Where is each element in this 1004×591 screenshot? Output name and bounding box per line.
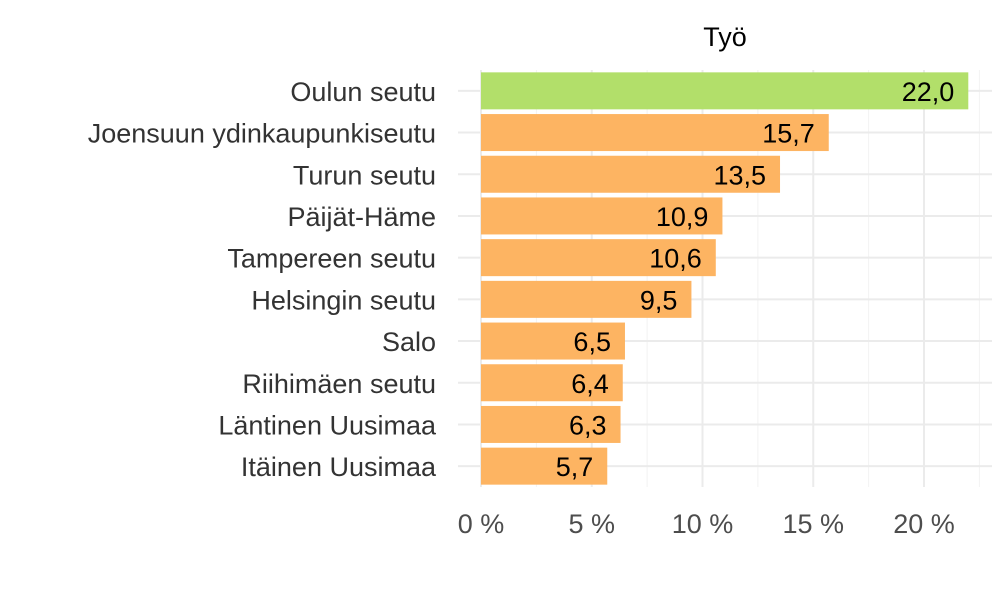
bar-value-label: 10,9 bbox=[656, 202, 709, 232]
bar bbox=[481, 72, 969, 110]
category-label: Salo bbox=[382, 327, 436, 357]
x-tick-label: 15 % bbox=[782, 509, 844, 539]
bar-value-label: 6,4 bbox=[571, 369, 609, 399]
category-label: Läntinen Uusimaa bbox=[218, 410, 437, 440]
bar-value-label: 22,0 bbox=[902, 77, 955, 107]
bar bbox=[481, 447, 608, 485]
bar bbox=[481, 155, 781, 193]
category-label: Riihimäen seutu bbox=[242, 369, 436, 399]
bar-value-label: 10,6 bbox=[649, 244, 702, 274]
x-tick-label: 20 % bbox=[893, 509, 955, 539]
bar bbox=[481, 239, 716, 277]
x-tick-label: 5 % bbox=[568, 509, 615, 539]
bar-value-label: 13,5 bbox=[713, 160, 766, 190]
bar-value-label: 15,7 bbox=[762, 119, 815, 149]
category-label: Tampereen seutu bbox=[227, 244, 436, 274]
bar bbox=[481, 405, 621, 443]
bar bbox=[481, 280, 692, 318]
category-label: Oulun seutu bbox=[290, 77, 436, 107]
bar bbox=[481, 364, 623, 402]
x-axis-tick-labels: 0 % 5 % 10 % 15 % 20 % bbox=[458, 509, 955, 539]
chart-title: Työ bbox=[703, 22, 747, 52]
bar-value-label: 9,5 bbox=[640, 285, 678, 315]
category-labels: Oulun seutu Joensuun ydinkaupunkiseutu Tur… bbox=[88, 77, 437, 482]
category-label: Joensuun ydinkaupunkiseutu bbox=[88, 119, 436, 149]
category-label: Turun seutu bbox=[293, 160, 436, 190]
category-label: Päijät-Häme bbox=[287, 202, 436, 232]
bar bbox=[481, 197, 723, 235]
bars: 22,0 15,7 13,510,9 10,6 9,5 6,5 6,4 6,3 5,7 bbox=[481, 72, 969, 485]
category-label: Itäinen Uusimaa bbox=[241, 452, 437, 482]
bar bbox=[481, 322, 625, 360]
x-tick-label: 0 % bbox=[458, 509, 505, 539]
bar bbox=[481, 114, 829, 152]
bar-value-label: 5,7 bbox=[556, 452, 594, 482]
bar-value-label: 6,3 bbox=[569, 410, 607, 440]
bar-value-label: 6,5 bbox=[573, 327, 611, 357]
x-tick-label: 10 % bbox=[672, 509, 734, 539]
category-label: Helsingin seutu bbox=[251, 285, 436, 315]
